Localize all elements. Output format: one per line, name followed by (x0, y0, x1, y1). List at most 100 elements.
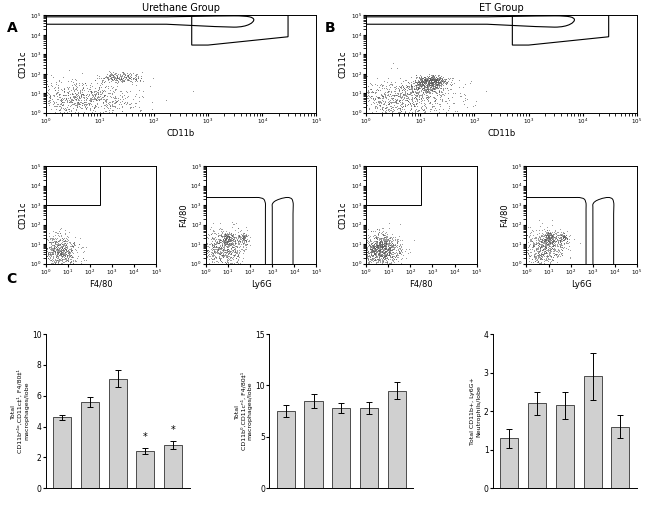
Point (548, 242, 558, 250)
Point (216, 260, 227, 268)
Point (370, 243, 381, 251)
Point (423, 85, 434, 93)
Point (93, 90, 103, 98)
Point (395, 83, 405, 91)
Point (411, 81, 421, 89)
Point (381, 247, 391, 255)
Point (384, 250, 394, 258)
Point (237, 232, 248, 240)
Point (386, 94, 396, 102)
Point (73, 81, 84, 89)
Point (538, 259, 549, 267)
Point (530, 245, 541, 253)
Point (60, 226, 70, 234)
Point (56, 243, 66, 251)
Point (421, 79, 431, 87)
Point (415, 75, 425, 83)
Point (40, 94, 51, 102)
Point (69, 239, 79, 247)
Point (70, 89, 81, 97)
Point (536, 252, 547, 260)
Point (419, 79, 429, 87)
Point (400, 99, 410, 107)
Point (546, 233, 556, 242)
Point (219, 234, 229, 242)
Point (384, 100, 395, 108)
Point (389, 254, 399, 263)
Point (540, 243, 551, 251)
Point (430, 94, 440, 102)
Point (389, 87, 400, 96)
Point (428, 82, 439, 90)
Point (122, 73, 133, 81)
Point (58, 84, 69, 93)
Point (536, 251, 547, 260)
Point (418, 88, 428, 96)
Point (381, 255, 391, 264)
Point (541, 243, 551, 251)
Point (428, 81, 439, 89)
Point (40, 94, 51, 102)
Point (395, 90, 406, 98)
Point (361, 243, 371, 251)
Point (534, 247, 544, 255)
Point (52, 229, 62, 237)
Point (50, 102, 60, 111)
Point (117, 107, 127, 115)
Point (381, 239, 391, 247)
Point (545, 245, 555, 253)
Point (423, 86, 434, 94)
Point (415, 78, 425, 86)
Point (108, 72, 118, 81)
Point (84, 96, 94, 104)
Point (428, 102, 439, 110)
Point (51, 260, 62, 268)
Point (213, 243, 223, 251)
Point (375, 243, 385, 251)
Point (371, 245, 382, 253)
Point (539, 237, 549, 246)
Point (378, 252, 388, 261)
Point (411, 99, 422, 107)
Point (429, 80, 439, 88)
Point (544, 229, 554, 237)
Point (58, 250, 69, 258)
Point (395, 250, 406, 258)
Point (240, 245, 251, 253)
Point (555, 236, 566, 245)
Point (437, 75, 447, 83)
Point (65, 97, 75, 105)
Point (131, 77, 142, 85)
Point (64, 247, 74, 255)
Point (382, 240, 393, 248)
Point (442, 78, 452, 86)
Point (73, 100, 84, 108)
Point (221, 238, 231, 247)
Point (214, 241, 225, 249)
Point (404, 83, 414, 91)
Point (430, 71, 440, 79)
Point (366, 245, 376, 253)
Point (93, 95, 103, 103)
Point (115, 95, 125, 103)
Point (382, 247, 393, 255)
Point (46, 247, 57, 255)
Point (410, 76, 421, 84)
Point (419, 106, 429, 115)
Point (216, 230, 227, 238)
Point (524, 232, 534, 241)
Point (422, 94, 433, 102)
Point (62, 108, 72, 117)
Point (63, 84, 73, 93)
Point (380, 232, 390, 241)
Point (547, 244, 557, 252)
Point (81, 256, 91, 264)
Point (543, 243, 553, 251)
Point (219, 238, 229, 247)
Point (439, 75, 449, 83)
Point (534, 240, 544, 248)
Point (108, 76, 118, 84)
Point (376, 92, 387, 100)
Point (447, 74, 457, 82)
Point (529, 251, 539, 260)
